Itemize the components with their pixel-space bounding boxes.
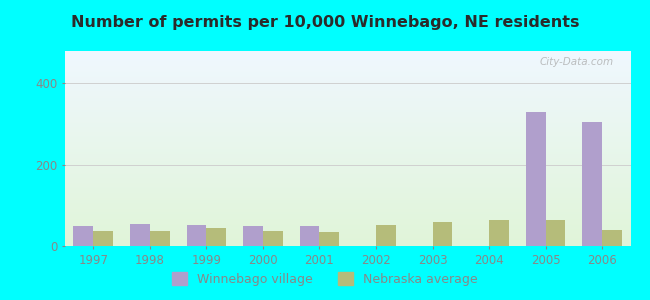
Bar — [582, 122, 602, 246]
Bar — [602, 230, 622, 246]
Bar — [150, 231, 170, 246]
Bar — [489, 220, 509, 246]
Bar — [433, 222, 452, 246]
Bar — [263, 231, 283, 246]
Bar — [73, 226, 94, 246]
Text: City-Data.com: City-Data.com — [540, 57, 614, 67]
Bar — [376, 225, 396, 246]
Bar — [187, 225, 207, 246]
Bar — [207, 228, 226, 246]
Bar — [243, 226, 263, 246]
Bar — [94, 231, 113, 246]
Bar — [526, 112, 546, 246]
Bar — [546, 220, 566, 246]
Bar — [130, 224, 150, 246]
Bar — [320, 232, 339, 246]
Bar — [300, 226, 319, 246]
Legend: Winnebago village, Nebraska average: Winnebago village, Nebraska average — [167, 267, 483, 291]
Text: Number of permits per 10,000 Winnebago, NE residents: Number of permits per 10,000 Winnebago, … — [71, 15, 579, 30]
